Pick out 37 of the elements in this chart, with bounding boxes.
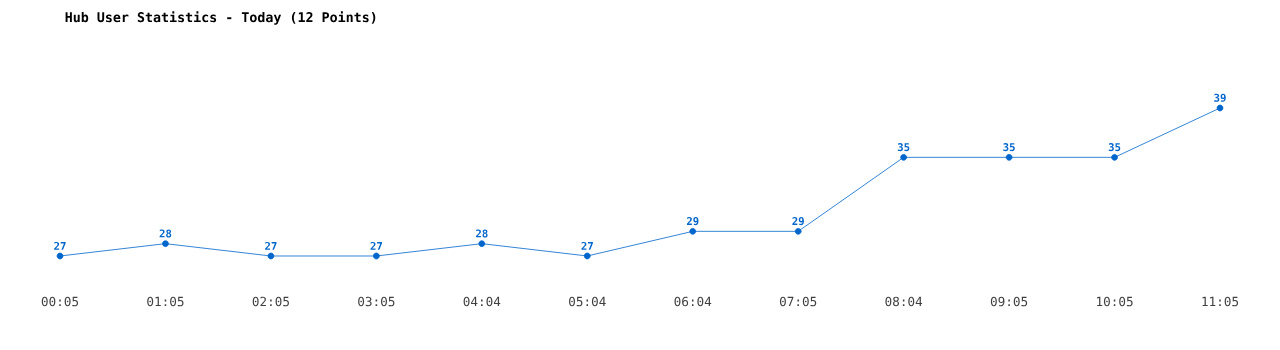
data-label: 29 — [792, 217, 804, 226]
x-tick-label: 02:05 — [252, 296, 289, 307]
x-tick-label: 03:05 — [358, 296, 395, 307]
point — [583, 252, 591, 260]
x-tick-label: 09:05 — [990, 296, 1028, 307]
data-label: 35 — [1003, 143, 1015, 152]
data-label: 27 — [581, 241, 593, 250]
data-label: 28 — [159, 229, 172, 238]
point — [900, 154, 907, 161]
data-label: 27 — [370, 241, 382, 250]
data-label: 28 — [476, 229, 488, 238]
point — [794, 228, 802, 235]
point — [56, 252, 64, 260]
point — [162, 240, 169, 247]
x-tick-label: 05:04 — [569, 296, 606, 307]
x-tick-label: 11:05 — [1202, 296, 1239, 307]
data-label: 29 — [686, 217, 699, 226]
point — [267, 252, 275, 260]
data-label: 35 — [897, 143, 910, 152]
x-tick-label: 08:04 — [885, 296, 923, 307]
point — [689, 228, 697, 235]
x-tick-label: 01:05 — [147, 296, 184, 307]
data-label: 39 — [1214, 93, 1226, 102]
point — [373, 252, 380, 260]
data-label: 27 — [54, 241, 66, 250]
x-tick-label: 10:05 — [1097, 296, 1133, 307]
data-label: 35 — [1108, 143, 1121, 152]
x-tick-label: 06:04 — [674, 296, 712, 307]
point — [1216, 104, 1224, 112]
point — [1005, 154, 1013, 161]
data-label: 27 — [265, 241, 277, 250]
x-tick-label: 00:05 — [41, 296, 79, 307]
point — [478, 240, 486, 247]
x-tick-label: 07:05 — [779, 296, 817, 307]
chart-title: Hub User Statistics - Today (12 Points) — [65, 11, 376, 25]
point — [1111, 154, 1118, 161]
x-tick-label: 04:04 — [463, 296, 501, 307]
